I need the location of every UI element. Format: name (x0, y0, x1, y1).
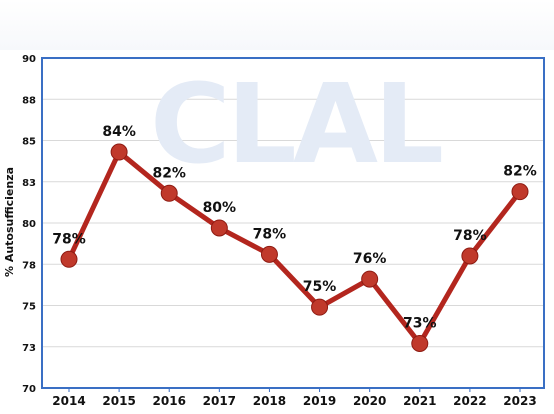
data-point (110, 143, 128, 161)
data-label: 80% (203, 200, 237, 216)
y-tick-label: 78 (22, 260, 36, 271)
series-autosufficienza (60, 143, 529, 352)
data-point (361, 270, 379, 288)
x-tick-label: 2014 (52, 394, 85, 408)
data-point (511, 183, 529, 201)
clal-watermark: CLAL (150, 60, 442, 188)
x-tick-label: 2016 (153, 394, 186, 408)
x-axis-ticks: 2014 2015 2016 2017 2018 2019 2020 2021 2022 2023 (52, 388, 537, 408)
y-tick-label: 88 (22, 95, 36, 106)
data-label: 78% (453, 228, 487, 244)
data-point (210, 219, 228, 237)
data-point (461, 247, 479, 265)
y-tick-label: 90 (22, 54, 36, 65)
y-tick-label: 83 (22, 178, 36, 189)
y-tick-label: 73 (22, 343, 36, 354)
y-tick-label: 85 (22, 137, 36, 148)
data-point (260, 245, 278, 263)
data-label: 78% (52, 231, 86, 247)
top-band (0, 0, 554, 50)
x-tick-label: 2017 (203, 394, 236, 408)
x-tick-label: 2022 (453, 394, 486, 408)
x-tick-label: 2020 (353, 394, 386, 408)
y-tick-label: 80 (22, 219, 36, 230)
data-point (160, 184, 178, 202)
y-tick-label: 70 (22, 384, 36, 395)
y-axis-ticks: 70 73 75 78 80 83 85 88 90 (22, 54, 36, 395)
data-labels: 78% 84% 82% 80% 78% 75% 76% 73% 78% 82% (52, 124, 537, 331)
y-axis-label: % Autosufficienza (3, 167, 16, 277)
data-point (311, 298, 329, 316)
series-line (66, 149, 522, 346)
x-tick-label: 2019 (303, 394, 336, 408)
data-point (60, 250, 78, 268)
data-label: 75% (303, 279, 337, 295)
data-label: 82% (152, 165, 186, 181)
data-label: 84% (102, 124, 136, 140)
x-tick-label: 2015 (102, 394, 135, 408)
y-tick-label: 75 (22, 302, 36, 313)
data-label: 73% (403, 315, 437, 331)
data-label: 82% (503, 164, 537, 180)
plot-frame (41, 57, 545, 389)
x-tick-label: 2018 (253, 394, 286, 408)
data-point (411, 334, 429, 352)
data-label: 76% (353, 251, 387, 267)
x-tick-label: 2021 (403, 394, 436, 408)
x-tick-label: 2023 (503, 394, 536, 408)
data-label: 78% (253, 226, 287, 242)
